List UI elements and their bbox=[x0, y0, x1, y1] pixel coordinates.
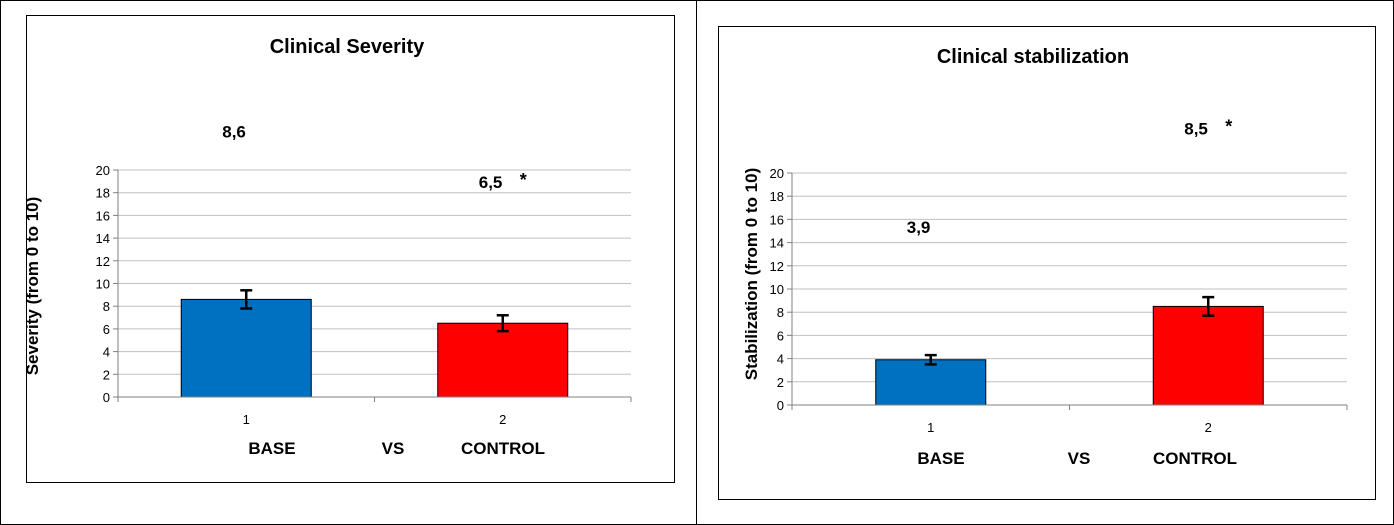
y-axis-label: Stabilization (from 0 to 10) bbox=[742, 168, 761, 381]
y-tick-label: 6 bbox=[777, 328, 784, 343]
y-tick-labels: 0 2 4 6 8 10 12 14 16 18 20 bbox=[96, 163, 110, 405]
data-label: 8,5 bbox=[1184, 119, 1208, 138]
y-tick-label: 12 bbox=[96, 254, 110, 269]
y-axis-label: Severity (from 0 to 10) bbox=[23, 197, 42, 376]
bar bbox=[1152, 305, 1264, 406]
bar bbox=[180, 298, 312, 398]
y-tick-label: 16 bbox=[770, 212, 784, 227]
x-annotation-base: BASE bbox=[248, 439, 295, 458]
x-tick-label: 1 bbox=[927, 420, 934, 435]
chart-severity: Clinical Severity Severity (from 0 to 10… bbox=[23, 36, 632, 458]
y-tick-label: 16 bbox=[96, 208, 110, 223]
y-tick-label: 2 bbox=[777, 375, 784, 390]
significance-marker: * bbox=[520, 170, 527, 190]
y-tick-label: 20 bbox=[770, 166, 784, 181]
x-annotations: BASE VS CONTROL bbox=[917, 449, 1237, 468]
chart-title: Clinical stabilization bbox=[937, 46, 1129, 68]
y-tick-label: 18 bbox=[770, 189, 784, 204]
y-tick-label: 10 bbox=[770, 282, 784, 297]
y-tick-label: 0 bbox=[777, 398, 784, 413]
y-tick-label: 4 bbox=[777, 352, 784, 367]
y-tick-labels: 0 2 4 6 8 10 12 14 16 18 20 bbox=[770, 166, 784, 413]
chart-severity-frame bbox=[26, 15, 675, 483]
x-tick-label: 1 bbox=[243, 412, 250, 427]
bar bbox=[437, 322, 569, 398]
x-tick-label: 2 bbox=[1205, 420, 1212, 435]
x-annotation-vs: VS bbox=[382, 439, 405, 458]
axes bbox=[113, 169, 632, 402]
y-tick-label: 4 bbox=[103, 345, 110, 360]
x-annotation-vs: VS bbox=[1068, 449, 1091, 468]
y-tick-label: 14 bbox=[770, 236, 784, 251]
x-tick-label: 2 bbox=[499, 412, 506, 427]
data-label: 6,5 bbox=[479, 173, 503, 192]
chart-title: Clinical Severity bbox=[270, 36, 425, 58]
significance-marker: * bbox=[1225, 116, 1232, 136]
y-tick-label: 20 bbox=[96, 163, 110, 178]
y-tick-label: 8 bbox=[103, 299, 110, 314]
y-tick-label: 10 bbox=[96, 277, 110, 292]
data-label: 3,9 bbox=[907, 218, 931, 237]
y-tick-label: 6 bbox=[103, 322, 110, 337]
y-tick-label: 2 bbox=[103, 367, 110, 382]
chart-stabilization-frame bbox=[718, 26, 1376, 500]
y-tick-label: 14 bbox=[96, 231, 110, 246]
x-annotation-control: CONTROL bbox=[461, 439, 545, 458]
y-tick-label: 12 bbox=[770, 259, 784, 274]
bars: 3,9 8,5 * bbox=[875, 116, 1264, 406]
y-tick-label: 0 bbox=[103, 390, 110, 405]
bar bbox=[875, 359, 987, 406]
x-annotation-control: CONTROL bbox=[1153, 449, 1237, 468]
axes bbox=[787, 172, 1348, 410]
x-annotation-base: BASE bbox=[917, 449, 964, 468]
chart-stabilization: Clinical stabilization Stabilization (fr… bbox=[742, 46, 1348, 468]
y-tick-label: 8 bbox=[777, 305, 784, 320]
y-tick-label: 18 bbox=[96, 186, 110, 201]
bars: 8,6 6,5 * bbox=[180, 122, 569, 398]
x-annotations: BASE VS CONTROL bbox=[248, 439, 545, 458]
data-label: 8,6 bbox=[222, 122, 246, 141]
